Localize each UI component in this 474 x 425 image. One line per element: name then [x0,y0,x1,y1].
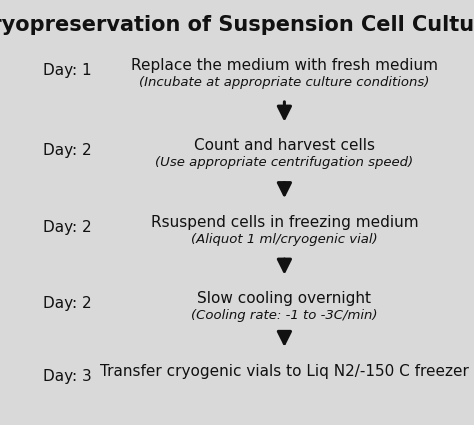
Text: Day: 2: Day: 2 [43,220,91,235]
Text: (Cooling rate: -1 to -3C/min): (Cooling rate: -1 to -3C/min) [191,309,378,322]
Text: Day: 3: Day: 3 [43,368,91,384]
Text: Day: 1: Day: 1 [43,62,91,78]
Text: Cryopreservation of Suspension Cell Culture: Cryopreservation of Suspension Cell Cult… [0,15,474,35]
Text: Transfer cryogenic vials to Liq N2/-150 C freezer: Transfer cryogenic vials to Liq N2/-150 … [100,363,469,379]
Text: (Incubate at appropriate culture conditions): (Incubate at appropriate culture conditi… [139,76,429,88]
Text: (Use appropriate centrifugation speed): (Use appropriate centrifugation speed) [155,156,413,169]
Text: Slow cooling overnight: Slow cooling overnight [197,291,372,306]
Text: Rsuspend cells in freezing medium: Rsuspend cells in freezing medium [151,215,418,230]
Text: Count and harvest cells: Count and harvest cells [194,138,375,153]
Text: Day: 2: Day: 2 [43,143,91,159]
Text: Day: 2: Day: 2 [43,296,91,312]
Text: Replace the medium with fresh medium: Replace the medium with fresh medium [131,57,438,73]
Text: (Aliquot 1 ml/cryogenic vial): (Aliquot 1 ml/cryogenic vial) [191,233,378,246]
